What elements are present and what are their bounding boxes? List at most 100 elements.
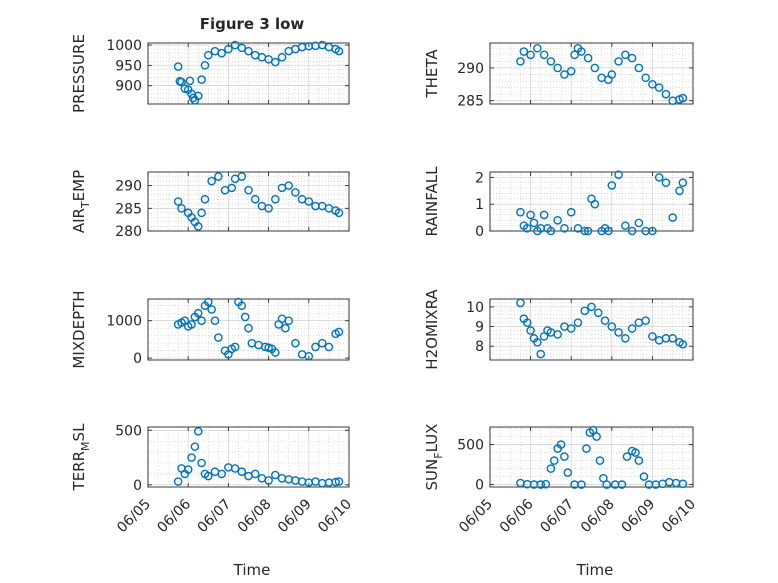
data-point bbox=[526, 210, 535, 220]
data-point bbox=[661, 178, 671, 188]
data-point bbox=[627, 226, 637, 236]
data-point bbox=[324, 342, 334, 352]
data-point bbox=[641, 73, 650, 83]
data-point bbox=[556, 440, 566, 449]
data-point bbox=[203, 50, 213, 60]
data-point bbox=[560, 224, 569, 233]
data-point bbox=[590, 63, 600, 73]
data-point bbox=[621, 334, 630, 343]
y-axis-label: SUNFLUX bbox=[423, 424, 445, 491]
data-point bbox=[602, 480, 612, 489]
y-tick-label: 500 bbox=[115, 423, 142, 439]
y-tick-label: 500 bbox=[457, 438, 484, 454]
data-point bbox=[197, 208, 206, 218]
data-point bbox=[317, 338, 327, 348]
grid-lines bbox=[489, 427, 694, 487]
data-point bbox=[604, 226, 613, 236]
axes-box bbox=[147, 42, 350, 105]
data-point bbox=[570, 50, 579, 60]
data-point bbox=[177, 204, 186, 213]
y-axis-label: RAINFALL bbox=[423, 166, 441, 237]
subplot-air: 280 285 290 AIRTEMP bbox=[70, 170, 350, 240]
y-axis-label: AIRTEMP bbox=[70, 170, 92, 233]
data-point bbox=[244, 185, 253, 195]
data-point bbox=[284, 181, 294, 190]
data-point bbox=[200, 194, 210, 204]
data-point bbox=[641, 316, 650, 325]
data-point bbox=[237, 43, 247, 53]
data-point bbox=[334, 46, 344, 56]
data-point bbox=[563, 468, 573, 477]
data-point bbox=[539, 50, 549, 60]
y-axis-label-main: MIXDEPTH bbox=[70, 290, 88, 368]
data-point bbox=[634, 63, 644, 73]
data-point bbox=[648, 226, 657, 236]
data-point bbox=[217, 48, 226, 58]
y-axis-label-main: H2OMIXRA bbox=[423, 289, 441, 370]
axes-box bbox=[147, 171, 350, 232]
y-axis-label: THETA bbox=[423, 49, 441, 99]
data-series bbox=[516, 425, 688, 489]
y-axis-label: MIXDEPTH bbox=[70, 290, 88, 368]
data-point bbox=[678, 339, 688, 349]
data-point bbox=[631, 448, 640, 457]
data-point bbox=[553, 330, 562, 339]
y-tick-label: 10 bbox=[466, 300, 484, 316]
data-point bbox=[614, 170, 623, 179]
x-axis-label-right: Time bbox=[576, 561, 614, 579]
data-point bbox=[607, 181, 617, 190]
data-point bbox=[566, 66, 576, 76]
data-point bbox=[264, 204, 273, 213]
data-series bbox=[173, 40, 344, 105]
axes-box bbox=[489, 298, 694, 361]
data-point bbox=[536, 480, 546, 489]
data-point bbox=[190, 442, 200, 451]
y-tick-label: 1 bbox=[475, 197, 484, 213]
axes-box bbox=[147, 298, 350, 361]
y-axis-label-main: RAINFALL bbox=[423, 166, 441, 237]
grid-lines bbox=[147, 299, 350, 360]
data-point bbox=[648, 80, 657, 89]
data-point bbox=[193, 427, 203, 436]
data-point bbox=[516, 57, 525, 66]
data-point bbox=[560, 452, 569, 461]
y-tick-label: 2 bbox=[475, 170, 484, 186]
y-axis-label-subscript: T bbox=[79, 201, 92, 209]
y-tick-label: 0 bbox=[475, 224, 484, 240]
data-point bbox=[526, 50, 535, 60]
data-point bbox=[546, 226, 556, 236]
y-tick-label: 8 bbox=[475, 339, 484, 355]
y-tick-label: 1000 bbox=[106, 38, 142, 54]
subplot-mixdepth: 0 1000 MIXDEPTH bbox=[70, 290, 350, 369]
y-tick-label: 0 bbox=[475, 478, 484, 494]
data-point bbox=[197, 458, 206, 468]
data-point bbox=[173, 477, 183, 486]
data-point bbox=[284, 316, 294, 326]
data-point bbox=[577, 480, 586, 489]
data-point bbox=[183, 465, 193, 474]
data-point bbox=[614, 328, 623, 337]
y-axis-label-tail: SL bbox=[70, 423, 88, 442]
data-point bbox=[187, 453, 196, 462]
y-axis-label-main: SUN bbox=[423, 459, 441, 491]
data-point bbox=[582, 444, 591, 453]
data-point bbox=[334, 208, 344, 218]
grid-lines bbox=[147, 43, 350, 104]
data-point bbox=[193, 222, 203, 231]
data-point bbox=[200, 61, 210, 70]
data-point bbox=[583, 226, 593, 236]
y-axis-label-subscript: M bbox=[79, 441, 92, 451]
data-point bbox=[177, 77, 186, 87]
data-point bbox=[522, 318, 532, 327]
subplot-theta: 285 290 THETA bbox=[423, 42, 694, 110]
y-axis-label-main: AIR bbox=[70, 208, 88, 233]
data-point bbox=[592, 432, 601, 441]
axes-box bbox=[489, 42, 694, 105]
data-point bbox=[250, 469, 260, 479]
data-point bbox=[519, 47, 529, 56]
data-point bbox=[217, 469, 226, 479]
data-point bbox=[270, 470, 280, 480]
data-point bbox=[270, 348, 280, 357]
data-point bbox=[546, 464, 556, 473]
